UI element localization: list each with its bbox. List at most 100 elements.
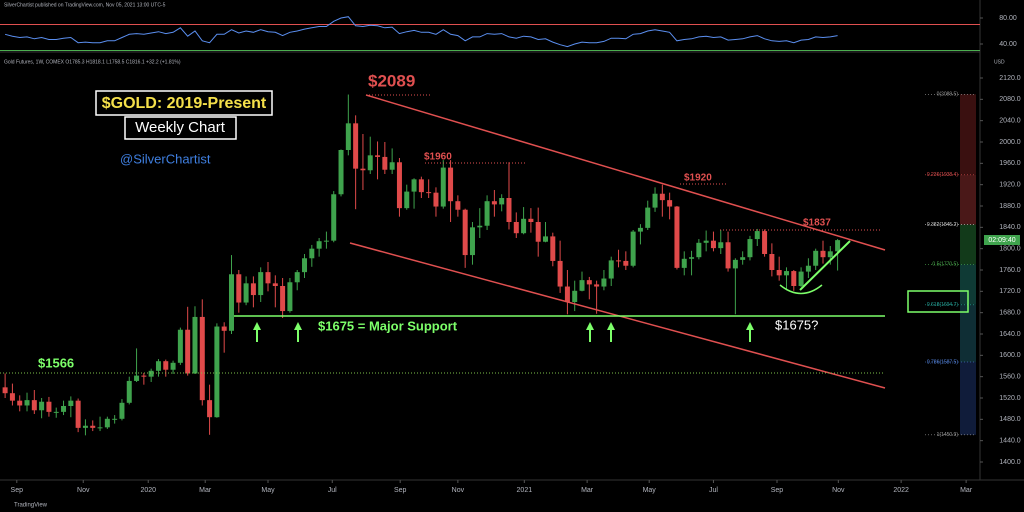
candle-body (418, 179, 424, 193)
candle-body (462, 209, 468, 256)
y-tick-label: 2040.0 (999, 118, 1021, 125)
x-tick-label: Sep (771, 487, 784, 494)
y-tick-label: 1840.0 (999, 224, 1021, 231)
candle-body (579, 280, 585, 291)
arrow (607, 322, 615, 342)
candle-body (754, 231, 760, 240)
candle-body (199, 316, 205, 401)
candle-body (170, 362, 176, 370)
x-tick-label: Sep (394, 487, 407, 494)
candle-body (630, 231, 636, 266)
candle-body (725, 242, 731, 269)
candle-body (375, 155, 381, 157)
candle-body (207, 400, 213, 418)
candle-body (710, 240, 716, 249)
candle-body (214, 326, 220, 418)
y-tick-label: 1800.0 (999, 246, 1021, 253)
arc (779, 284, 823, 295)
candle-body (148, 370, 154, 377)
symbol-info: Gold Futures, 1W, COMEX O1785.3 H1818.1 … (4, 59, 181, 65)
candle-body (272, 283, 278, 286)
candle-body (61, 406, 67, 412)
candle-body (564, 286, 570, 302)
candle-body (287, 282, 293, 312)
candle-body (513, 222, 519, 234)
candle-body (645, 207, 651, 228)
fib-band (960, 304, 976, 362)
title: $GOLD: 2019-Present (102, 95, 267, 112)
candle-body (528, 218, 534, 222)
candle-body (389, 162, 395, 170)
candle-body (75, 400, 81, 428)
candle-body (484, 201, 490, 226)
candle-body (236, 274, 242, 303)
annotation-1837: $1837 (803, 218, 831, 229)
annotation-1960: $1960 (424, 152, 452, 163)
y-tick-label: 1440.0 (999, 438, 1021, 445)
candle-body (776, 270, 782, 276)
candle-body (294, 272, 300, 283)
candle-body (112, 418, 118, 420)
candle-body (469, 227, 475, 256)
candle-body (586, 280, 592, 285)
annotation-support: $1675 = Major Support (318, 318, 458, 333)
candle-body (732, 259, 738, 269)
candle-body (689, 257, 695, 259)
candle-body (353, 123, 359, 169)
candle-body (243, 283, 249, 303)
rsi-tick-label: 40.00 (999, 41, 1017, 48)
candle-body (396, 162, 402, 209)
candle-body (404, 191, 410, 209)
x-tick-label: Mar (199, 487, 212, 494)
candle-body (360, 168, 366, 171)
fib-highlight (907, 290, 969, 313)
candle-body (813, 250, 819, 266)
candle-body (718, 242, 724, 249)
candle-body (608, 260, 614, 279)
candle-body (535, 222, 541, 242)
x-tick-label: Sep (11, 487, 24, 494)
candle-body (382, 156, 388, 170)
candle-body (747, 239, 753, 258)
candle-body (185, 329, 191, 374)
candle-body (192, 316, 198, 374)
candle-body (155, 361, 161, 371)
candle-body (499, 198, 505, 205)
candle-body (345, 123, 351, 150)
candle-body (616, 260, 622, 262)
candle-body (798, 271, 804, 286)
candle-body (97, 427, 103, 429)
annotation-1566: $1566 (38, 355, 74, 370)
subtitle-box (124, 116, 237, 140)
y-tick-label: 1600.0 (999, 352, 1021, 359)
candle-body (521, 218, 527, 234)
y-tick-label: 1640.0 (999, 331, 1021, 338)
candle-body (448, 167, 454, 202)
x-tick-label: Nov (452, 487, 465, 494)
candle-body (594, 284, 600, 287)
x-tick-label: 2021 (517, 487, 533, 494)
y-tick-label: 1960.0 (999, 160, 1021, 167)
candle-body (119, 402, 125, 419)
candle-body (652, 193, 658, 208)
candle-body (681, 258, 687, 268)
candle-body (323, 240, 329, 242)
fib-band (960, 264, 976, 305)
y-tick-label: 1760.0 (999, 267, 1021, 274)
candle-body (134, 375, 140, 381)
candle-body (820, 250, 826, 258)
fib-band (960, 362, 976, 435)
x-tick-label: Mar (581, 487, 594, 494)
y-tick-label: 1720.0 (999, 288, 1021, 295)
annotation-high: $2089 (368, 71, 415, 90)
candle-body (674, 206, 680, 268)
currency: USD (994, 59, 1005, 65)
arrow (746, 322, 754, 342)
y-tick-label: 1400.0 (999, 459, 1021, 466)
candle-body (177, 329, 183, 363)
fib-label: 0.786(1587.5) (927, 359, 958, 365)
candle-body (316, 241, 322, 249)
y-tick-label: 1560.0 (999, 374, 1021, 381)
candle-body (302, 258, 308, 273)
